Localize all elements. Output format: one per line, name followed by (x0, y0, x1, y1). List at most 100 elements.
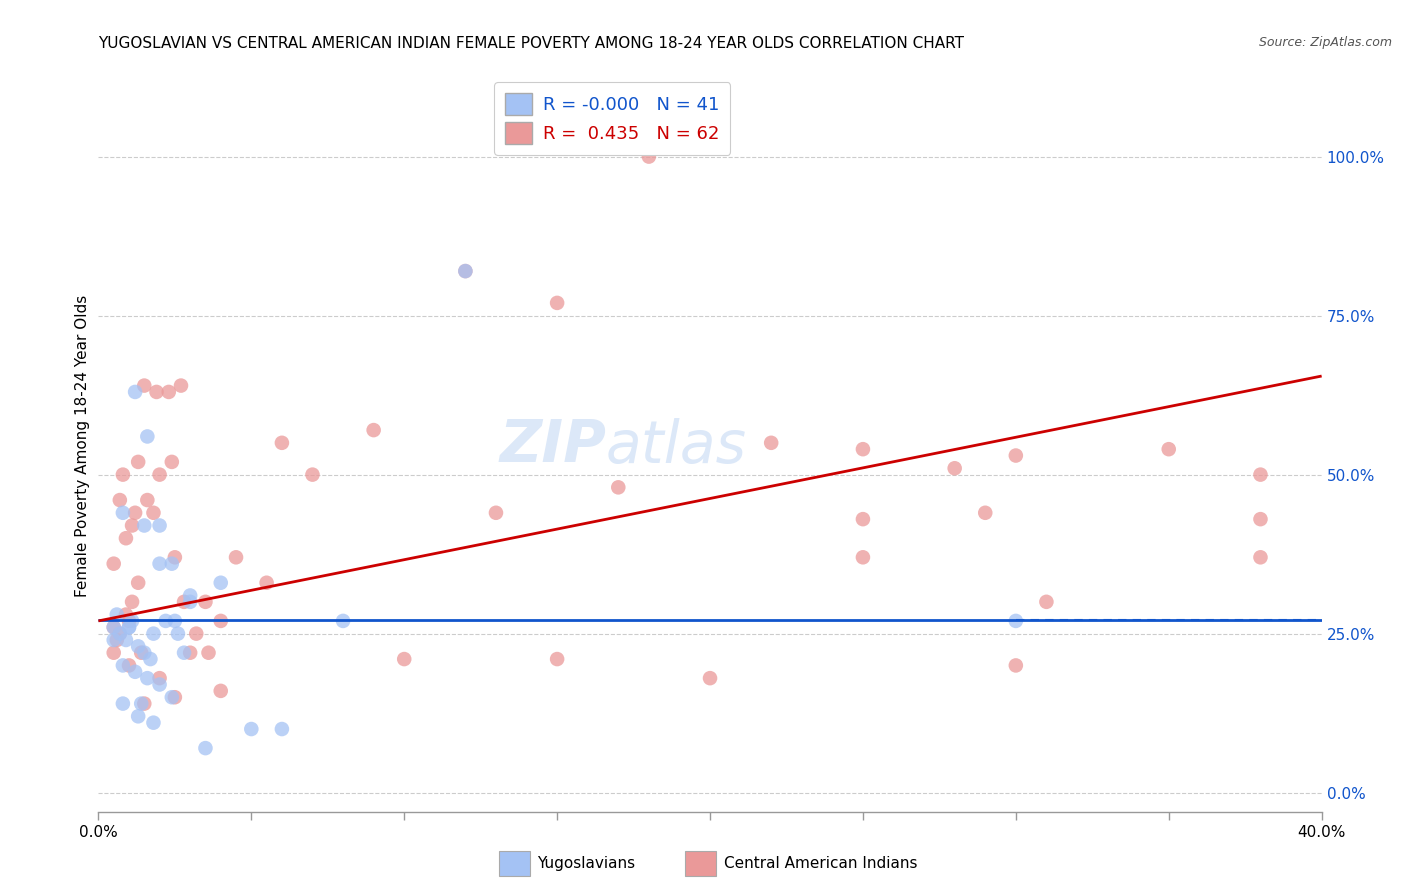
Point (105, 607, 128, 622)
Point (149, 518, 172, 533)
Point (115, 607, 138, 622)
Point (167, 626, 190, 640)
Point (179, 595, 201, 609)
Point (163, 614, 186, 628)
Point (179, 589, 201, 603)
Point (108, 626, 131, 640)
Point (607, 480, 630, 494)
Point (546, 296, 568, 310)
Point (1249, 467, 1271, 482)
Point (363, 423, 385, 437)
Point (173, 646, 195, 660)
Point (270, 722, 292, 736)
Point (943, 461, 966, 475)
Point (129, 646, 152, 660)
Point (127, 640, 149, 654)
Point (118, 614, 141, 628)
Point (121, 518, 143, 533)
Point (637, 150, 661, 164)
Point (115, 632, 138, 647)
Point (454, 264, 477, 278)
Point (170, 378, 193, 392)
Point (1249, 550, 1271, 565)
Point (129, 697, 152, 711)
Point (127, 709, 149, 723)
Point (1004, 449, 1026, 463)
Point (163, 690, 186, 705)
Text: ZIP: ZIP (499, 417, 606, 475)
Point (105, 632, 128, 647)
Point (485, 506, 508, 520)
Point (270, 435, 292, 450)
Point (111, 467, 134, 482)
Point (256, 575, 278, 590)
Point (173, 595, 195, 609)
Point (149, 467, 172, 482)
Point (108, 493, 131, 508)
Point (194, 741, 217, 756)
Point (852, 512, 875, 526)
Point (392, 652, 416, 666)
Point (111, 506, 134, 520)
Point (157, 384, 180, 399)
Point (121, 614, 143, 628)
Point (115, 531, 138, 545)
Point (225, 550, 247, 565)
Point (209, 575, 232, 590)
Point (186, 626, 208, 640)
Point (145, 384, 167, 399)
Point (103, 620, 125, 634)
Point (852, 442, 875, 457)
Point (194, 595, 217, 609)
Point (121, 595, 143, 609)
Point (160, 455, 183, 469)
Point (209, 684, 232, 698)
Point (108, 626, 131, 640)
Point (118, 658, 141, 673)
Point (852, 550, 875, 565)
Point (103, 557, 125, 571)
Point (111, 697, 134, 711)
Point (209, 614, 232, 628)
Point (179, 646, 201, 660)
Point (134, 697, 156, 711)
Point (124, 384, 146, 399)
Point (118, 620, 141, 634)
Point (699, 671, 721, 685)
Point (134, 518, 156, 533)
Text: Central American Indians: Central American Indians (724, 856, 918, 871)
Text: Yugoslavians: Yugoslavians (537, 856, 636, 871)
Point (759, 435, 782, 450)
Point (163, 550, 186, 565)
Text: Source: ZipAtlas.com: Source: ZipAtlas.com (1258, 36, 1392, 49)
Point (1157, 442, 1180, 457)
Point (1249, 512, 1271, 526)
Point (1035, 595, 1057, 609)
Text: YUGOSLAVIAN VS CENTRAL AMERICAN INDIAN FEMALE POVERTY AMONG 18-24 YEAR OLDS CORR: YUGOSLAVIAN VS CENTRAL AMERICAN INDIAN F… (98, 36, 965, 51)
Point (127, 575, 149, 590)
Point (139, 652, 162, 666)
Point (127, 455, 149, 469)
Point (160, 690, 183, 705)
Point (103, 646, 125, 660)
Point (240, 722, 263, 736)
Point (142, 626, 165, 640)
Point (332, 614, 354, 628)
Point (197, 646, 219, 660)
Point (301, 467, 323, 482)
Point (149, 557, 172, 571)
Legend: R = -0.000   N = 41, R =  0.435   N = 62: R = -0.000 N = 41, R = 0.435 N = 62 (494, 82, 730, 155)
Point (454, 264, 477, 278)
Point (124, 665, 146, 679)
Point (142, 506, 165, 520)
Point (136, 493, 159, 508)
Point (155, 614, 177, 628)
Point (546, 652, 568, 666)
Point (118, 620, 141, 634)
Point (974, 506, 997, 520)
Point (1004, 658, 1026, 673)
Point (103, 632, 125, 647)
Point (136, 671, 159, 685)
Point (124, 506, 146, 520)
Point (134, 646, 156, 660)
